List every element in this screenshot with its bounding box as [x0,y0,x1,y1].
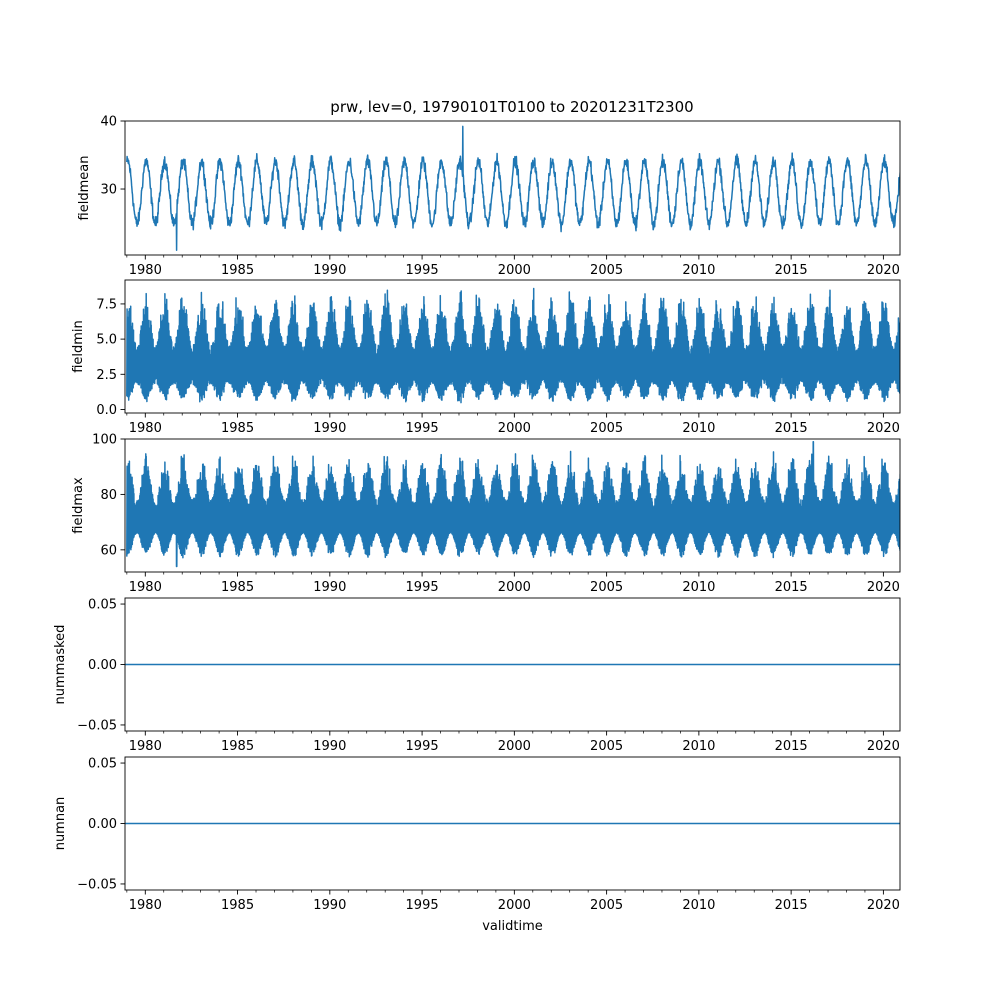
chart-title: prw, lev=0, 19790101T0100 to 20201231T23… [330,98,693,116]
x-tick-label: 2015 [775,263,808,278]
y-axis-label: numnan [53,797,68,851]
x-tick-label: 2010 [682,898,715,913]
x-tick-label: 1980 [129,580,162,595]
x-tick-label: 1985 [221,580,254,595]
x-tick-label: 1990 [313,263,346,278]
x-tick-label: 2000 [498,580,531,595]
y-tick-label: 0.0 [96,403,117,418]
x-tick-label: 1980 [129,421,162,436]
y-tick-label: 0.05 [88,757,117,772]
x-tick-label: 1995 [406,263,439,278]
y-tick-label: 0.00 [88,817,117,832]
x-tick-label: 2020 [867,263,900,278]
subplot-nummasked: 1980 1985 1990 1995 2000 2005 2010 2015 2020 −0.0… [53,598,901,754]
y-axis-label: nummasked [53,625,68,705]
series-line-fieldmax [126,441,900,568]
x-tick-label: 1995 [406,580,439,595]
x-tick-label: 2015 [775,739,808,754]
x-tick-label: 2010 [682,580,715,595]
axes-frame [124,279,901,414]
x-tick-label: 2010 [682,739,715,754]
y-tick-label: −0.05 [77,877,117,892]
y-tick-label: 30 [100,183,117,198]
y-tick-label: 80 [100,488,117,503]
x-tick-label: 1990 [313,421,346,436]
x-tick-label: 2000 [498,421,531,436]
x-tick-label: 2005 [590,421,623,436]
x-tick-label: 1995 [406,739,439,754]
x-tick-label: 2000 [498,739,531,754]
x-tick-label: 2020 [867,739,900,754]
subplot-fieldmax: 1980 1985 1990 1995 2000 2005 2010 2015 2020 60 80… [71,433,901,595]
x-tick-label: 2000 [498,263,531,278]
y-tick-label: 2.5 [96,368,117,383]
x-tick-label: 1985 [221,898,254,913]
subplot-numnan: 1980 1985 1990 1995 2000 2005 2010 2015 2020 −0.0… [53,757,901,934]
y-tick-label: 40 [100,115,117,130]
x-tick-label: 2015 [775,580,808,595]
x-tick-label: 1990 [313,739,346,754]
x-tick-label: 1985 [221,263,254,278]
x-tick-label: 2010 [682,263,715,278]
y-tick-label: 100 [92,433,117,448]
series-line-fieldmin [126,287,900,404]
x-tick-label: 1990 [313,898,346,913]
y-tick-label: 60 [100,543,117,558]
series-line-fieldmean [126,125,900,251]
x-tick-label: 2000 [498,898,531,913]
x-tick-label: 2005 [590,898,623,913]
x-tick-label: 1995 [406,898,439,913]
x-tick-label: 1980 [129,898,162,913]
x-tick-label: 2015 [775,898,808,913]
x-tick-label: 2020 [867,421,900,436]
axes-frame [124,438,901,573]
subplots: 1980 1985 1990 1995 2000 2005 2010 2015 2020 30 40… [53,115,901,934]
x-tick-label: 2005 [590,580,623,595]
y-tick-label: 7.5 [96,297,117,312]
x-axis-label: validtime [482,919,543,934]
x-tick-label: 2010 [682,421,715,436]
y-tick-label: 5.0 [96,333,117,348]
x-tick-label: 1980 [129,739,162,754]
x-tick-label: 2005 [590,263,623,278]
x-tick-label: 2015 [775,421,808,436]
y-tick-label: 0.05 [88,598,117,613]
y-axis-label: fieldmean [77,156,92,221]
x-tick-label: 1985 [221,739,254,754]
x-tick-label: 2020 [867,580,900,595]
x-tick-label: 2005 [590,739,623,754]
subplot-fieldmin: 1980 1985 1990 1995 2000 2005 2010 2015 2020 0.0 2… [71,279,901,436]
y-tick-label: −0.05 [77,718,117,733]
x-tick-label: 1985 [221,421,254,436]
x-tick-label: 1995 [406,421,439,436]
y-axis-label: fieldmax [71,477,86,534]
axes-frame [124,120,901,256]
y-tick-label: 0.00 [88,658,117,673]
subplot-fieldmean: 1980 1985 1990 1995 2000 2005 2010 2015 2020 30 40… [77,115,901,278]
x-tick-label: 1990 [313,580,346,595]
x-tick-label: 2020 [867,898,900,913]
x-tick-label: 1980 [129,263,162,278]
y-axis-label: fieldmin [71,320,86,373]
